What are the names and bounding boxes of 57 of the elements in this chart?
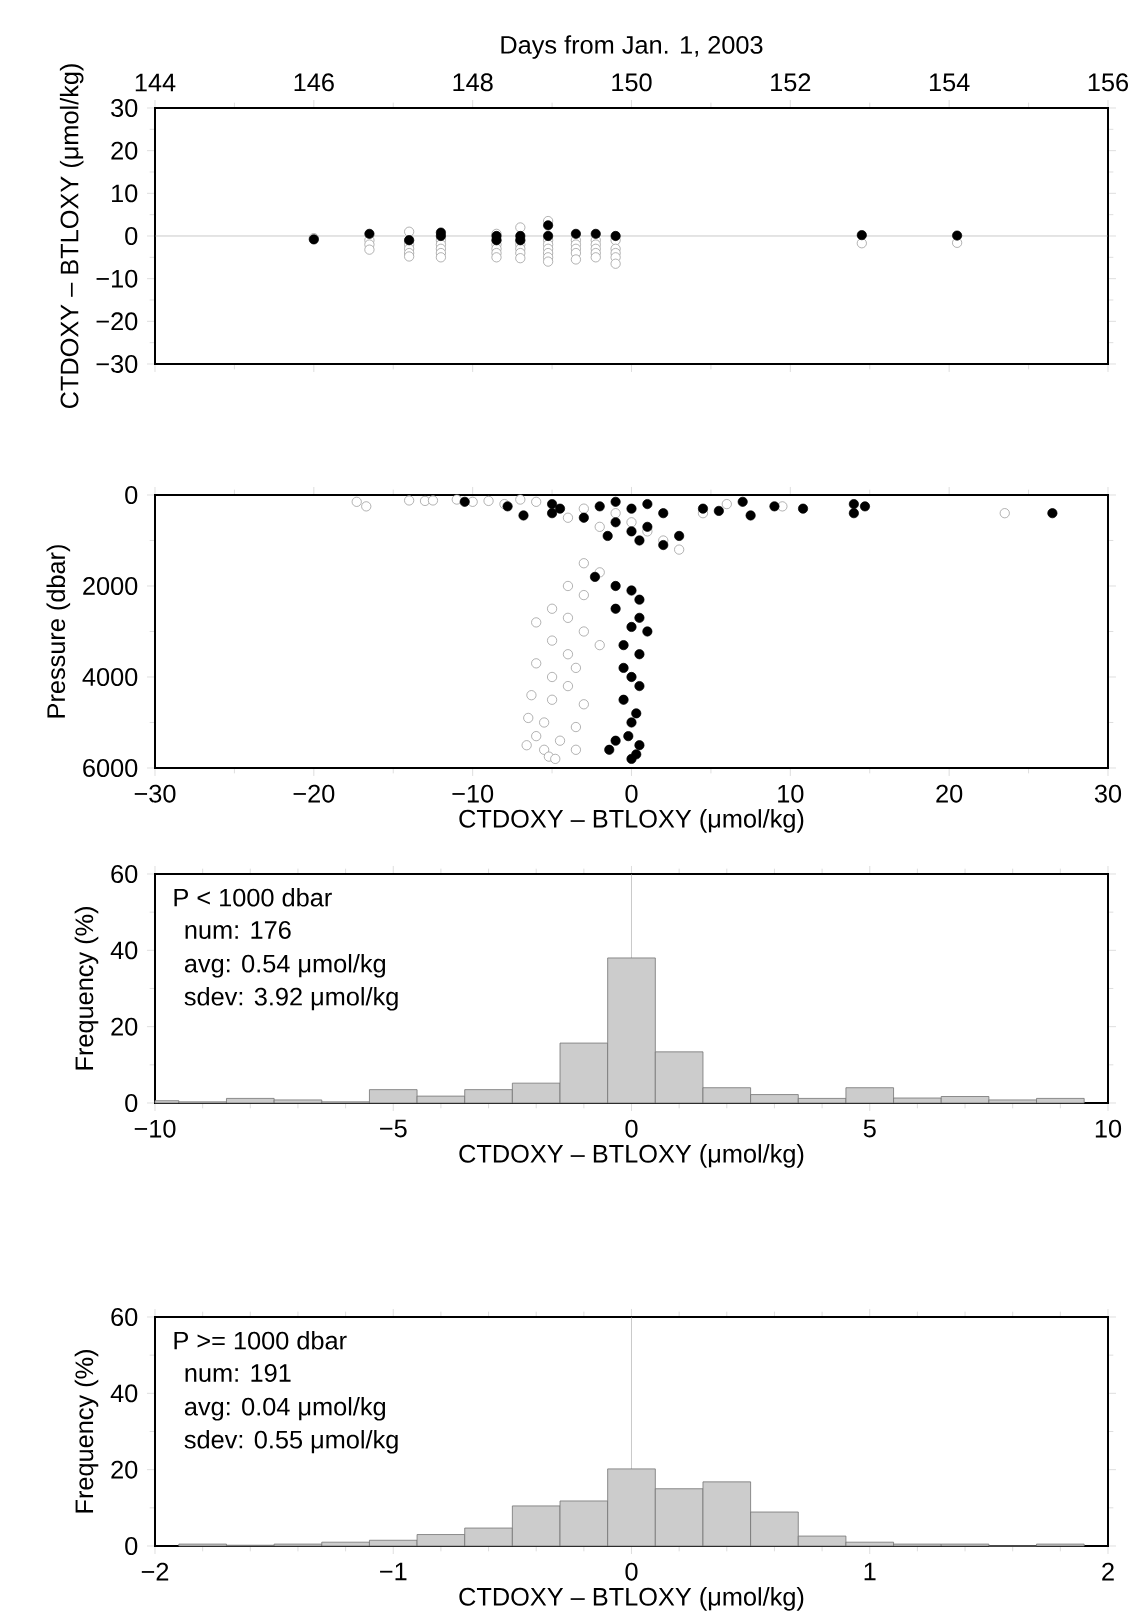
- y-tick-label: 0: [125, 486, 138, 504]
- x-tick-label: 150: [612, 73, 652, 92]
- x-tick-label: 10: [1095, 1119, 1122, 1138]
- y-tick-label: 4000: [82, 668, 138, 686]
- x-tick-label: 144: [135, 73, 176, 92]
- x-tick-label: 30: [1094, 784, 1122, 803]
- x-tick-label: 156: [1088, 73, 1128, 92]
- x-tick-label: 10: [778, 784, 804, 803]
- y-tick-label: 40: [110, 941, 138, 960]
- annotation: P < 1000 dbar: [174, 888, 332, 907]
- x-axis-title: CTDOXY – BTLOXY (μmol/kg): [459, 809, 804, 833]
- y-axis-title: Frequency (%): [74, 907, 99, 1070]
- x-tick-label: −1: [380, 1562, 407, 1581]
- y-tick-label: 20: [111, 141, 138, 160]
- annotation: sdev: 0.55 μmol/kg: [184, 1430, 398, 1454]
- x-tick-label: 148: [453, 73, 493, 92]
- y-axis-title: Pressure (dbar): [46, 545, 71, 718]
- x-tick-label: 20: [936, 784, 963, 803]
- y-tick-label: 0: [125, 227, 138, 245]
- y-tick-label: 0: [125, 1537, 138, 1555]
- y-tick-label: 60: [111, 1308, 138, 1326]
- y-axis-title: Frequency (%): [74, 1350, 99, 1513]
- y-tick-label: 6000: [83, 759, 138, 777]
- x-tick-label: 0: [625, 1562, 638, 1581]
- annotation: avg: 0.54 μmol/kg: [184, 954, 385, 978]
- y-tick-label: 20: [111, 1017, 138, 1036]
- x-tick-label: 0: [625, 1119, 638, 1138]
- y-tick-label: 30: [111, 99, 138, 117]
- y-tick-label: 2000: [83, 577, 138, 595]
- x-tick-label: −20: [293, 784, 335, 803]
- x-tick-label: 2: [1102, 1562, 1114, 1581]
- x-tick-label: 0: [625, 784, 638, 803]
- annotation: num: 191: [185, 1364, 291, 1382]
- annotation: avg: 0.04 μmol/kg: [184, 1397, 385, 1421]
- x-tick-label: 1: [864, 1562, 876, 1581]
- y-tick-label: 60: [111, 865, 138, 883]
- x-tick-label: 154: [929, 73, 970, 92]
- y-tick-label: 40: [110, 1384, 138, 1403]
- x-axis-title: CTDOXY – BTLOXY (μmol/kg): [459, 1587, 804, 1611]
- x-axis-title: CTDOXY – BTLOXY (μmol/kg): [459, 1144, 804, 1168]
- x-tick-label: 5: [863, 1119, 876, 1138]
- x-axis-title: Days from Jan. 1, 2003: [501, 35, 763, 59]
- y-tick-label: −30: [96, 355, 138, 373]
- x-tick-label: −10: [452, 784, 494, 803]
- annotation: sdev: 3.92 μmol/kg: [184, 987, 398, 1011]
- y-tick-label: 0: [125, 1094, 138, 1112]
- y-tick-label: −20: [96, 312, 138, 331]
- y-tick-label: 20: [111, 1460, 138, 1479]
- x-tick-label: 146: [294, 73, 334, 92]
- annotation: num: 176: [185, 921, 291, 939]
- y-tick-label: 10: [112, 184, 138, 203]
- x-tick-label: 152: [771, 73, 811, 92]
- y-axis-title: CTDOXY – BTLOXY (μmol/kg): [59, 64, 84, 409]
- x-tick-label: −2: [141, 1562, 169, 1581]
- annotation: P >= 1000 dbar: [174, 1331, 347, 1350]
- x-tick-label: −5: [380, 1119, 407, 1138]
- y-tick-label: −10: [96, 269, 138, 288]
